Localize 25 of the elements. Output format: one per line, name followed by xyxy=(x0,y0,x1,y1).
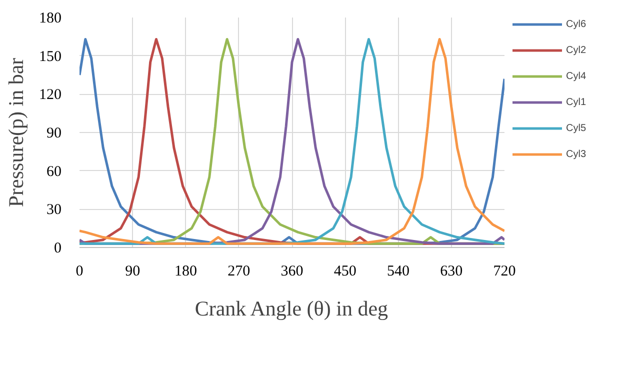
legend-label: Cyl6 xyxy=(566,18,586,31)
x-tick-label: 0 xyxy=(76,264,84,280)
y-tick-label: 150 xyxy=(39,48,62,65)
legend-label: Cyl1 xyxy=(566,96,586,109)
y-tick-label: 90 xyxy=(46,126,62,142)
x-tick-label: 90 xyxy=(125,264,140,280)
y-tick-label: 0 xyxy=(54,240,62,256)
y-tick-label: 180 xyxy=(39,10,62,26)
legend-label: Cyl4 xyxy=(566,70,586,83)
x-axis-title: Crank Angle (θ) in deg xyxy=(194,296,389,320)
x-tick-label: 720 xyxy=(493,264,516,280)
x-tick-label: 450 xyxy=(334,264,356,280)
legend-label: Cyl3 xyxy=(566,148,586,161)
y-tick-label: 30 xyxy=(46,202,62,218)
legend-label: Cyl5 xyxy=(566,122,586,135)
x-tick-label: 540 xyxy=(387,264,410,280)
line-series xyxy=(80,38,504,245)
legend-label: Cyl2 xyxy=(566,44,586,57)
y-tick-label: 60 xyxy=(46,164,62,180)
y-axis-title: Pressure(p) in bar xyxy=(4,58,28,208)
x-tick-label: 180 xyxy=(174,264,197,280)
y-tick-label: 120 xyxy=(39,87,62,104)
x-tick-label: 360 xyxy=(280,264,304,280)
x-tick-label: 270 xyxy=(228,264,250,280)
x-tick-label: 630 xyxy=(440,264,463,280)
